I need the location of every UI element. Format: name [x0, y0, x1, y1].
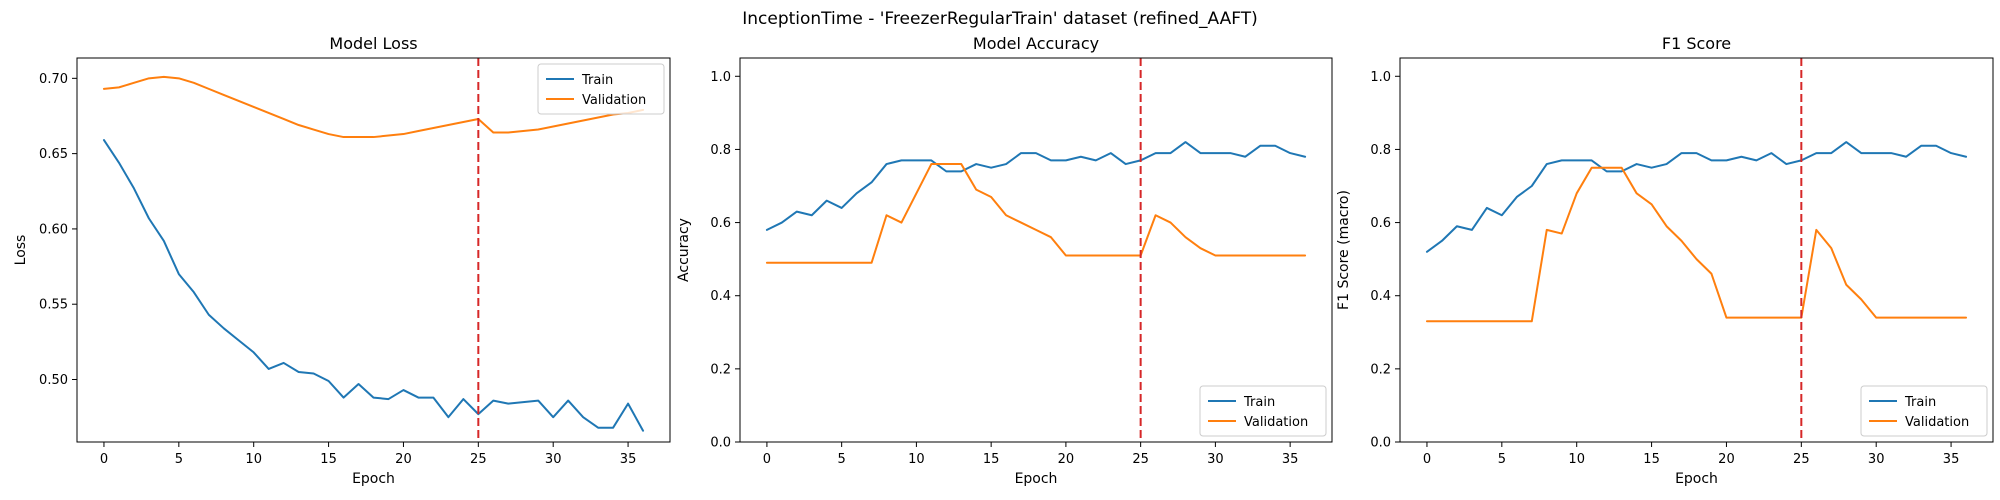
x-tick-label: 25: [1793, 452, 1810, 467]
y-tick-label: 0.55: [39, 298, 68, 313]
plot-area: [1425, 141, 1968, 323]
x-axis-label: Epoch: [352, 471, 395, 487]
y-tick-label: 0.65: [39, 147, 68, 162]
x-tick-label: 35: [1282, 452, 1299, 467]
chart-model-accuracy: Model Accuracy 0 5 10 15 20 25 30 35 0.0 0.2 0.4 0.6…: [676, 34, 1333, 487]
chart-title: Model Loss: [329, 34, 417, 53]
y-tick-label: 0.50: [39, 373, 68, 388]
x-tick-label: 15: [320, 452, 337, 467]
x-tick-label: 0: [763, 452, 771, 467]
chart-title: Model Accuracy: [973, 34, 1099, 53]
legend-label-train: Train: [1904, 395, 1936, 410]
x-tick-label: 20: [1718, 452, 1735, 467]
y-tick-label: 0.8: [1370, 143, 1391, 158]
y-axis-label: F1 Score (macro): [1336, 190, 1352, 310]
x-tick-label: 5: [1498, 452, 1506, 467]
plot-area: [765, 141, 1307, 264]
legend: Train Validation: [1860, 385, 1988, 437]
x-tick-label: 30: [1207, 452, 1224, 467]
x-tick-label: 20: [395, 452, 412, 467]
y-tick-label: 0.70: [39, 72, 68, 87]
x-tick-label: 35: [620, 452, 637, 467]
legend-box: [1199, 385, 1327, 437]
y-tick-label: 0.0: [710, 436, 731, 451]
x-axis-label: Epoch: [1015, 471, 1058, 487]
figure-suptitle: InceptionTime - 'FreezerRegularTrain' da…: [742, 9, 1258, 29]
legend-label-validation: Validation: [1244, 415, 1308, 430]
series-line-train: [102, 139, 645, 432]
axes-frame: [76, 57, 671, 443]
y-tick-label: 1.0: [710, 70, 731, 85]
x-tick-label: 0: [100, 452, 108, 467]
legend-box: [1860, 385, 1988, 437]
x-tick-label: 20: [1058, 452, 1075, 467]
x-tick-label: 0: [1423, 452, 1431, 467]
y-tick-label: 0.4: [710, 289, 731, 304]
x-tick-label: 5: [838, 452, 846, 467]
legend: Train Validation: [1199, 385, 1327, 437]
series-line-validation: [1425, 166, 1968, 323]
series-line-validation: [765, 163, 1307, 264]
y-axis-label: Loss: [13, 235, 29, 266]
legend-label-train: Train: [1243, 395, 1275, 410]
x-tick-label: 10: [245, 452, 262, 467]
x-tick-label: 5: [175, 452, 183, 467]
x-tick-label: 35: [1943, 452, 1960, 467]
legend-label-validation: Validation: [582, 93, 646, 108]
y-tick-label: 1.0: [1370, 70, 1391, 85]
x-tick-label: 30: [545, 452, 562, 467]
y-tick-label: 0.8: [710, 143, 731, 158]
legend-box: [537, 63, 665, 115]
x-tick-label: 15: [983, 452, 1000, 467]
axes-frame: [739, 57, 1333, 443]
series-line-train: [1425, 141, 1968, 253]
series-line-validation: [102, 75, 645, 139]
y-tick-label: 0.4: [1370, 289, 1391, 304]
x-tick-label: 25: [470, 452, 487, 467]
y-tick-label: 0.2: [1370, 362, 1391, 377]
x-tick-label: 25: [1132, 452, 1149, 467]
legend: Train Validation: [537, 63, 665, 115]
chart-title: F1 Score: [1662, 34, 1731, 53]
x-tick-label: 30: [1868, 452, 1885, 467]
chart-model-loss: Model Loss 0 5 10 15 20 25 30 35 0.50 0.55 0.60 0.65…: [13, 34, 671, 487]
y-tick-label: 0.60: [39, 222, 68, 237]
legend-label-train: Train: [581, 73, 613, 88]
y-tick-label: 0.6: [1370, 216, 1391, 231]
x-tick-label: 10: [1568, 452, 1585, 467]
legend-label-validation: Validation: [1905, 415, 1969, 430]
plot-area: [102, 75, 645, 432]
y-tick-label: 0.2: [710, 362, 731, 377]
chart-f1-score: F1 Score 0 5 10 15 20 25 30 35 0.0 0.2 0.4 0.6 0.8 1.0…: [1336, 34, 1994, 487]
y-axis-label: Accuracy: [676, 218, 692, 282]
y-tick-label: 0.0: [1370, 436, 1391, 451]
series-line-train: [765, 141, 1307, 231]
y-tick-label: 0.6: [710, 216, 731, 231]
axes-frame: [1399, 57, 1994, 443]
x-tick-label: 15: [1643, 452, 1660, 467]
x-axis-label: Epoch: [1675, 471, 1718, 487]
x-tick-label: 10: [908, 452, 925, 467]
